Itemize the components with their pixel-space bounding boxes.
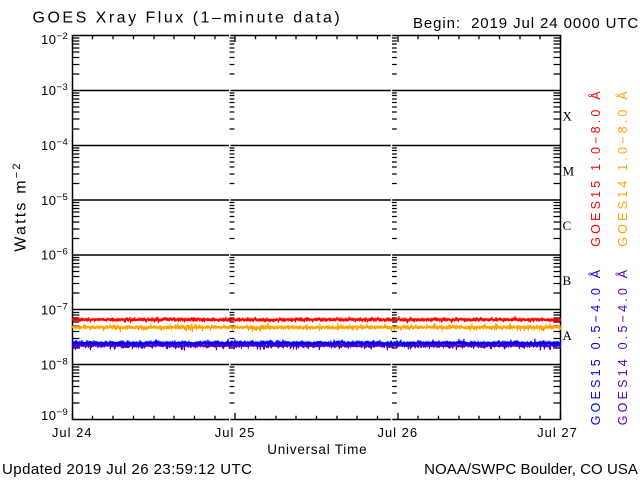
svg-text:GOES14 1.0−8.0 Å: GOES14 1.0−8.0 Å bbox=[615, 88, 630, 247]
svg-text:A: A bbox=[563, 328, 573, 343]
svg-text:Universal Time: Universal Time bbox=[267, 442, 367, 457]
svg-text:Jul 27: Jul 27 bbox=[537, 425, 578, 440]
svg-text:10−3: 10−3 bbox=[41, 82, 68, 98]
svg-text:Begin: 2019 Jul 24 0000 UTC: Begin: 2019 Jul 24 0000 UTC bbox=[413, 15, 639, 32]
svg-text:GOES Xray Flux (1–minute data): GOES Xray Flux (1–minute data) bbox=[33, 9, 343, 26]
svg-text:10−5: 10−5 bbox=[41, 192, 68, 208]
svg-text:Jul 24: Jul 24 bbox=[52, 425, 93, 440]
svg-text:B: B bbox=[563, 273, 572, 288]
svg-text:Updated 2019 Jul 26 23:59:12 U: Updated 2019 Jul 26 23:59:12 UTC bbox=[2, 461, 252, 478]
svg-text:10−2: 10−2 bbox=[41, 31, 68, 47]
svg-text:10−9: 10−9 bbox=[41, 407, 68, 423]
svg-text:GOES15 1.0−8.0 Å: GOES15 1.0−8.0 Å bbox=[588, 88, 603, 247]
svg-text:NOAA/SWPC Boulder, CO USA: NOAA/SWPC Boulder, CO USA bbox=[424, 461, 638, 478]
svg-text:10−8: 10−8 bbox=[41, 356, 68, 372]
svg-text:10−4: 10−4 bbox=[41, 137, 68, 153]
svg-text:X: X bbox=[563, 109, 573, 124]
svg-text:Watts m−2: Watts m−2 bbox=[11, 161, 30, 251]
svg-text:C: C bbox=[563, 218, 572, 233]
svg-text:10−6: 10−6 bbox=[41, 247, 68, 263]
svg-text:M: M bbox=[563, 163, 575, 178]
svg-text:Jul 26: Jul 26 bbox=[377, 425, 418, 440]
svg-text:Jul 25: Jul 25 bbox=[215, 425, 256, 440]
svg-text:GOES14 0.5−4.0 Å: GOES14 0.5−4.0 Å bbox=[615, 267, 630, 426]
svg-text:GOES15 0.5−4.0 Å: GOES15 0.5−4.0 Å bbox=[588, 267, 603, 426]
svg-text:10−7: 10−7 bbox=[41, 302, 68, 318]
